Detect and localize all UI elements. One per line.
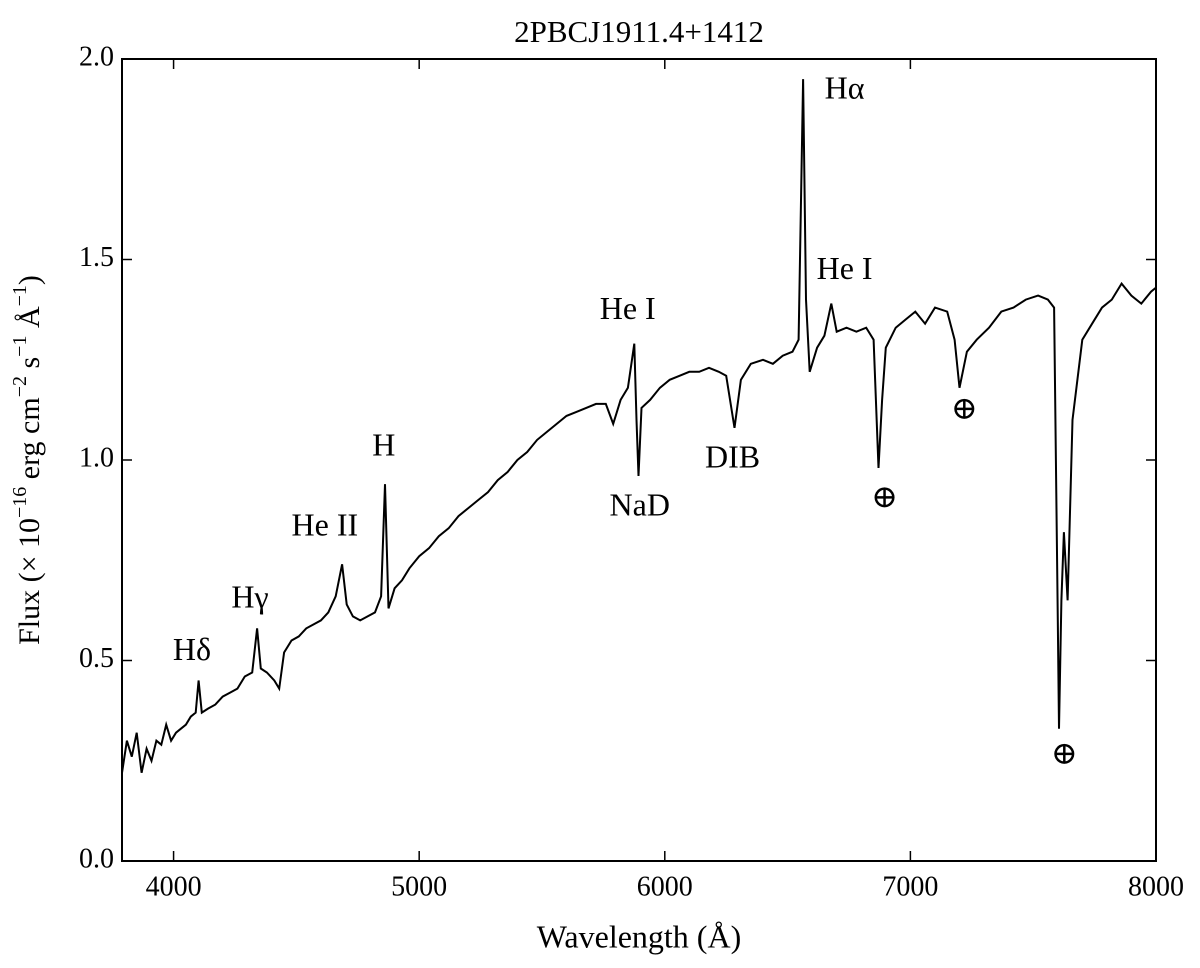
- x-tick-label: 5000: [391, 871, 447, 902]
- y-axis-label-part: Flux (× 10: [13, 518, 46, 645]
- y-axis-label-part: ): [13, 275, 46, 285]
- line-annotation: He I: [817, 250, 873, 286]
- y-axis-label-part: −16: [9, 487, 31, 518]
- line-annotation: Hδ: [173, 631, 211, 667]
- line-annotation: NaD: [610, 486, 670, 522]
- line-annotation: DIB: [705, 438, 760, 474]
- line-annotation: Hγ: [231, 579, 268, 615]
- y-axis-label-part: s: [13, 357, 46, 376]
- y-axis-label-part: erg cm: [13, 397, 46, 486]
- y-axis-label-part: −1: [9, 336, 31, 357]
- line-annotation: ⊕: [951, 390, 978, 426]
- line-annotation: He II: [292, 507, 359, 543]
- chart-title: 2PBCJ1911.4+1412: [514, 14, 764, 49]
- y-axis-label-part: −2: [9, 376, 31, 397]
- x-tick-label: 4000: [146, 871, 202, 902]
- x-axis-label: Wavelength (Å): [537, 918, 741, 954]
- x-tick-label: 8000: [1128, 871, 1184, 902]
- line-annotation: ⊕: [871, 478, 898, 514]
- y-axis-label-part: −1: [9, 285, 31, 306]
- line-annotation: Hα: [825, 69, 865, 105]
- y-axis-label-part: Å: [13, 306, 46, 336]
- line-annotation: He I: [600, 290, 656, 326]
- y-tick-label: 1.5: [79, 242, 114, 273]
- line-annotation: ⊕: [1051, 735, 1078, 771]
- x-tick-label: 7000: [882, 871, 938, 902]
- y-axis-label: Flux (× 10−16 erg cm−2 s−1 Å−1): [9, 275, 46, 645]
- y-tick-label: 1.0: [79, 442, 114, 473]
- line-annotation: H: [372, 426, 395, 462]
- spectrum-line: [121, 79, 1157, 774]
- y-tick-label: 0.5: [79, 643, 114, 674]
- y-tick-label: 2.0: [79, 41, 114, 72]
- x-tick-label: 6000: [637, 871, 693, 902]
- y-tick-label: 0.0: [79, 843, 114, 874]
